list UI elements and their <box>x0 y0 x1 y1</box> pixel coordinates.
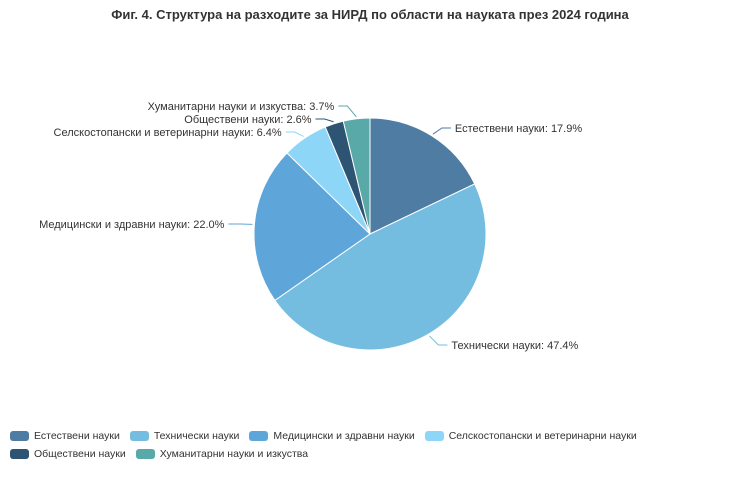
pie-chart: Естествени науки: 17.9% Технически науки:… <box>39 101 582 352</box>
leader-line-5 <box>338 105 357 118</box>
chart-title: Фиг. 4. Структура на разходите за НИРД п… <box>111 7 629 22</box>
legend-label-2: Медицински и здравни науки <box>273 430 415 442</box>
data-label-1: Технически науки: 47.4% <box>451 340 578 352</box>
legend-item-1[interactable]: Технически науки <box>129 430 240 442</box>
legend-swatch-5 <box>135 449 155 459</box>
legend-item-0[interactable]: Естествени науки <box>10 430 120 442</box>
legend-swatch-2 <box>249 431 269 441</box>
data-label-3: Селскостопански и ветеринарни науки: 6.4… <box>54 127 282 139</box>
data-label-5: Хуманитарни науки и изкуства: 3.7% <box>148 101 335 113</box>
leader-line-0 <box>432 127 451 135</box>
data-label-0: Естествени науки: 17.9% <box>455 123 582 135</box>
data-label-4: Обществени науки: 2.6% <box>184 114 311 126</box>
leader-line-3 <box>285 131 304 137</box>
leader-line-4 <box>315 118 334 123</box>
pie-slice-0[interactable] <box>369 117 476 235</box>
pie-slice-5[interactable] <box>342 117 371 235</box>
legend-label-1: Технически науки <box>153 430 240 442</box>
legend-item-2[interactable]: Медицински и здравни науки <box>249 430 415 442</box>
legend-label-5: Хуманитарни науки и изкуства <box>159 448 309 460</box>
legend-label-3: Селскостопански и ветеринарни науки <box>448 430 637 442</box>
pie-slice-1[interactable] <box>274 183 487 351</box>
legend-swatch-4 <box>10 449 29 459</box>
legend-swatch-1 <box>129 431 149 441</box>
leader-line-1 <box>429 335 448 346</box>
legend-label-0: Естествени науки <box>34 430 120 442</box>
pie-slice-2[interactable] <box>253 152 371 302</box>
legend-swatch-3 <box>424 431 444 441</box>
legend-label-4: Обществени науки <box>34 448 126 460</box>
legend-item-4[interactable]: Обществени науки <box>10 448 126 460</box>
data-label-2: Медицински и здравни науки: 22.0% <box>39 219 225 231</box>
legend: Естествени науки Технически науки Медицинс… <box>10 430 735 460</box>
legend-item-3[interactable]: Селскостопански и ветеринарни науки <box>424 430 637 442</box>
legend-item-5[interactable]: Хуманитарни науки и изкуства <box>135 448 309 460</box>
legend-swatch-0 <box>10 431 29 441</box>
